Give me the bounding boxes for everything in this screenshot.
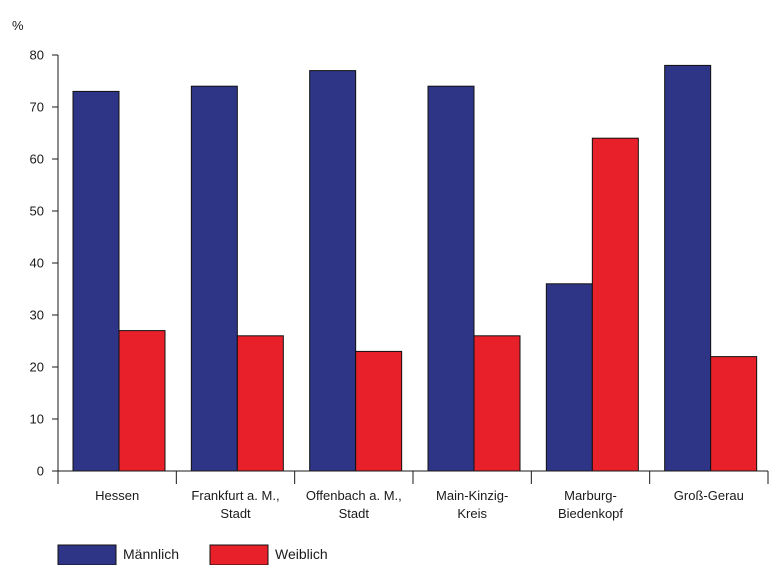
bar-weiblich [355,350,403,472]
x-category-label: Main-Kinzig-Kreis [436,488,508,521]
bar-weiblich [591,137,639,472]
x-axis-labels: Hessen Frankfurt a. M., Stadt Offenbach a. … [95,488,744,521]
y-tick-label: 80 [30,48,44,63]
bar-maennlich [427,85,475,472]
x-category-label: Groß-Gerau [674,488,744,503]
legend-swatch [57,544,117,565]
legend: Männlich Weiblich [57,544,328,565]
y-tick-label: 0 [37,464,44,479]
y-tick-label: 60 [30,152,44,167]
bar-weiblich [236,335,284,472]
x-category-label: Marburg-Biedenkopf [558,488,623,521]
y-tick-label: 10 [30,412,44,427]
x-category-label: Frankfurt a. M., Stadt [191,488,279,521]
y-axis-ticks: 0 10 20 30 40 50 60 70 80 [30,48,58,479]
legend-swatch [209,544,269,565]
y-tick-label: 20 [30,360,44,375]
bar-weiblich [118,330,166,472]
bars [72,64,758,472]
bar-weiblich [710,356,758,472]
y-tick-label: 50 [30,204,44,219]
legend-label: Weiblich [275,546,328,562]
y-tick-label: 30 [30,308,44,323]
y-tick-label: 70 [30,100,44,115]
y-unit-label: % [12,18,24,33]
bar-maennlich [309,70,357,472]
bar-maennlich [545,283,593,472]
y-tick-label: 40 [30,256,44,271]
x-category-label: Hessen [95,488,139,503]
bar-maennlich [72,90,120,472]
axes [57,55,769,484]
bar-maennlich [190,85,238,472]
x-category-label: Offenbach a. M., Stadt [306,488,402,521]
bar-weiblich [473,335,521,472]
bar-maennlich [664,64,712,472]
legend-label: Männlich [123,546,179,562]
